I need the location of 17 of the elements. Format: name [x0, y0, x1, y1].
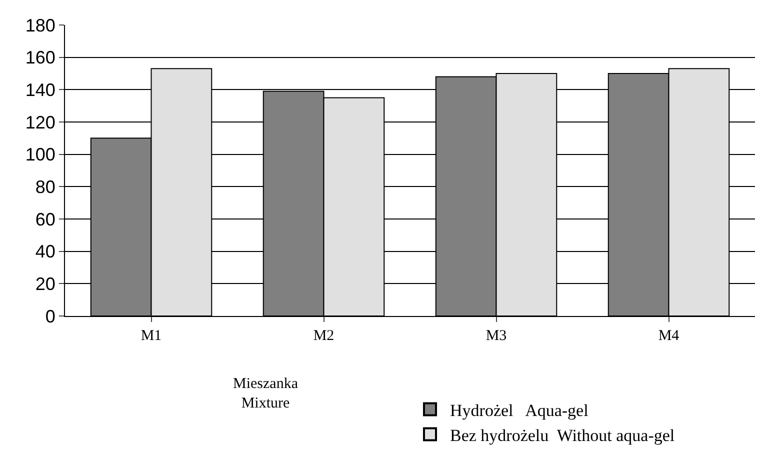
legend-label: Bez hydrożelu Without aqua-gel — [450, 426, 675, 445]
y-tick-label: 20 — [35, 274, 56, 294]
x-tick-label: M4 — [658, 328, 680, 344]
y-tick-label: 140 — [25, 80, 56, 100]
y-tick-label: 160 — [25, 48, 56, 68]
y-tick-label: 100 — [25, 144, 56, 165]
legend-label: Hydrożel Aqua-gel — [450, 400, 589, 420]
y-tick-label: 40 — [35, 242, 56, 262]
y-tick-label: 180 — [25, 15, 56, 36]
y-tick-label: 120 — [25, 112, 56, 132]
y-tick-label: 60 — [35, 209, 56, 230]
y-tick-label: 0 — [45, 306, 56, 326]
x-tick-label: M1 — [140, 328, 162, 344]
y-tick-label: 80 — [35, 176, 56, 197]
x-tick-label: M3 — [486, 328, 507, 344]
x-tick-label: M2 — [313, 328, 334, 344]
x-axis-title: Mieszanka Mixture — [233, 376, 298, 412]
